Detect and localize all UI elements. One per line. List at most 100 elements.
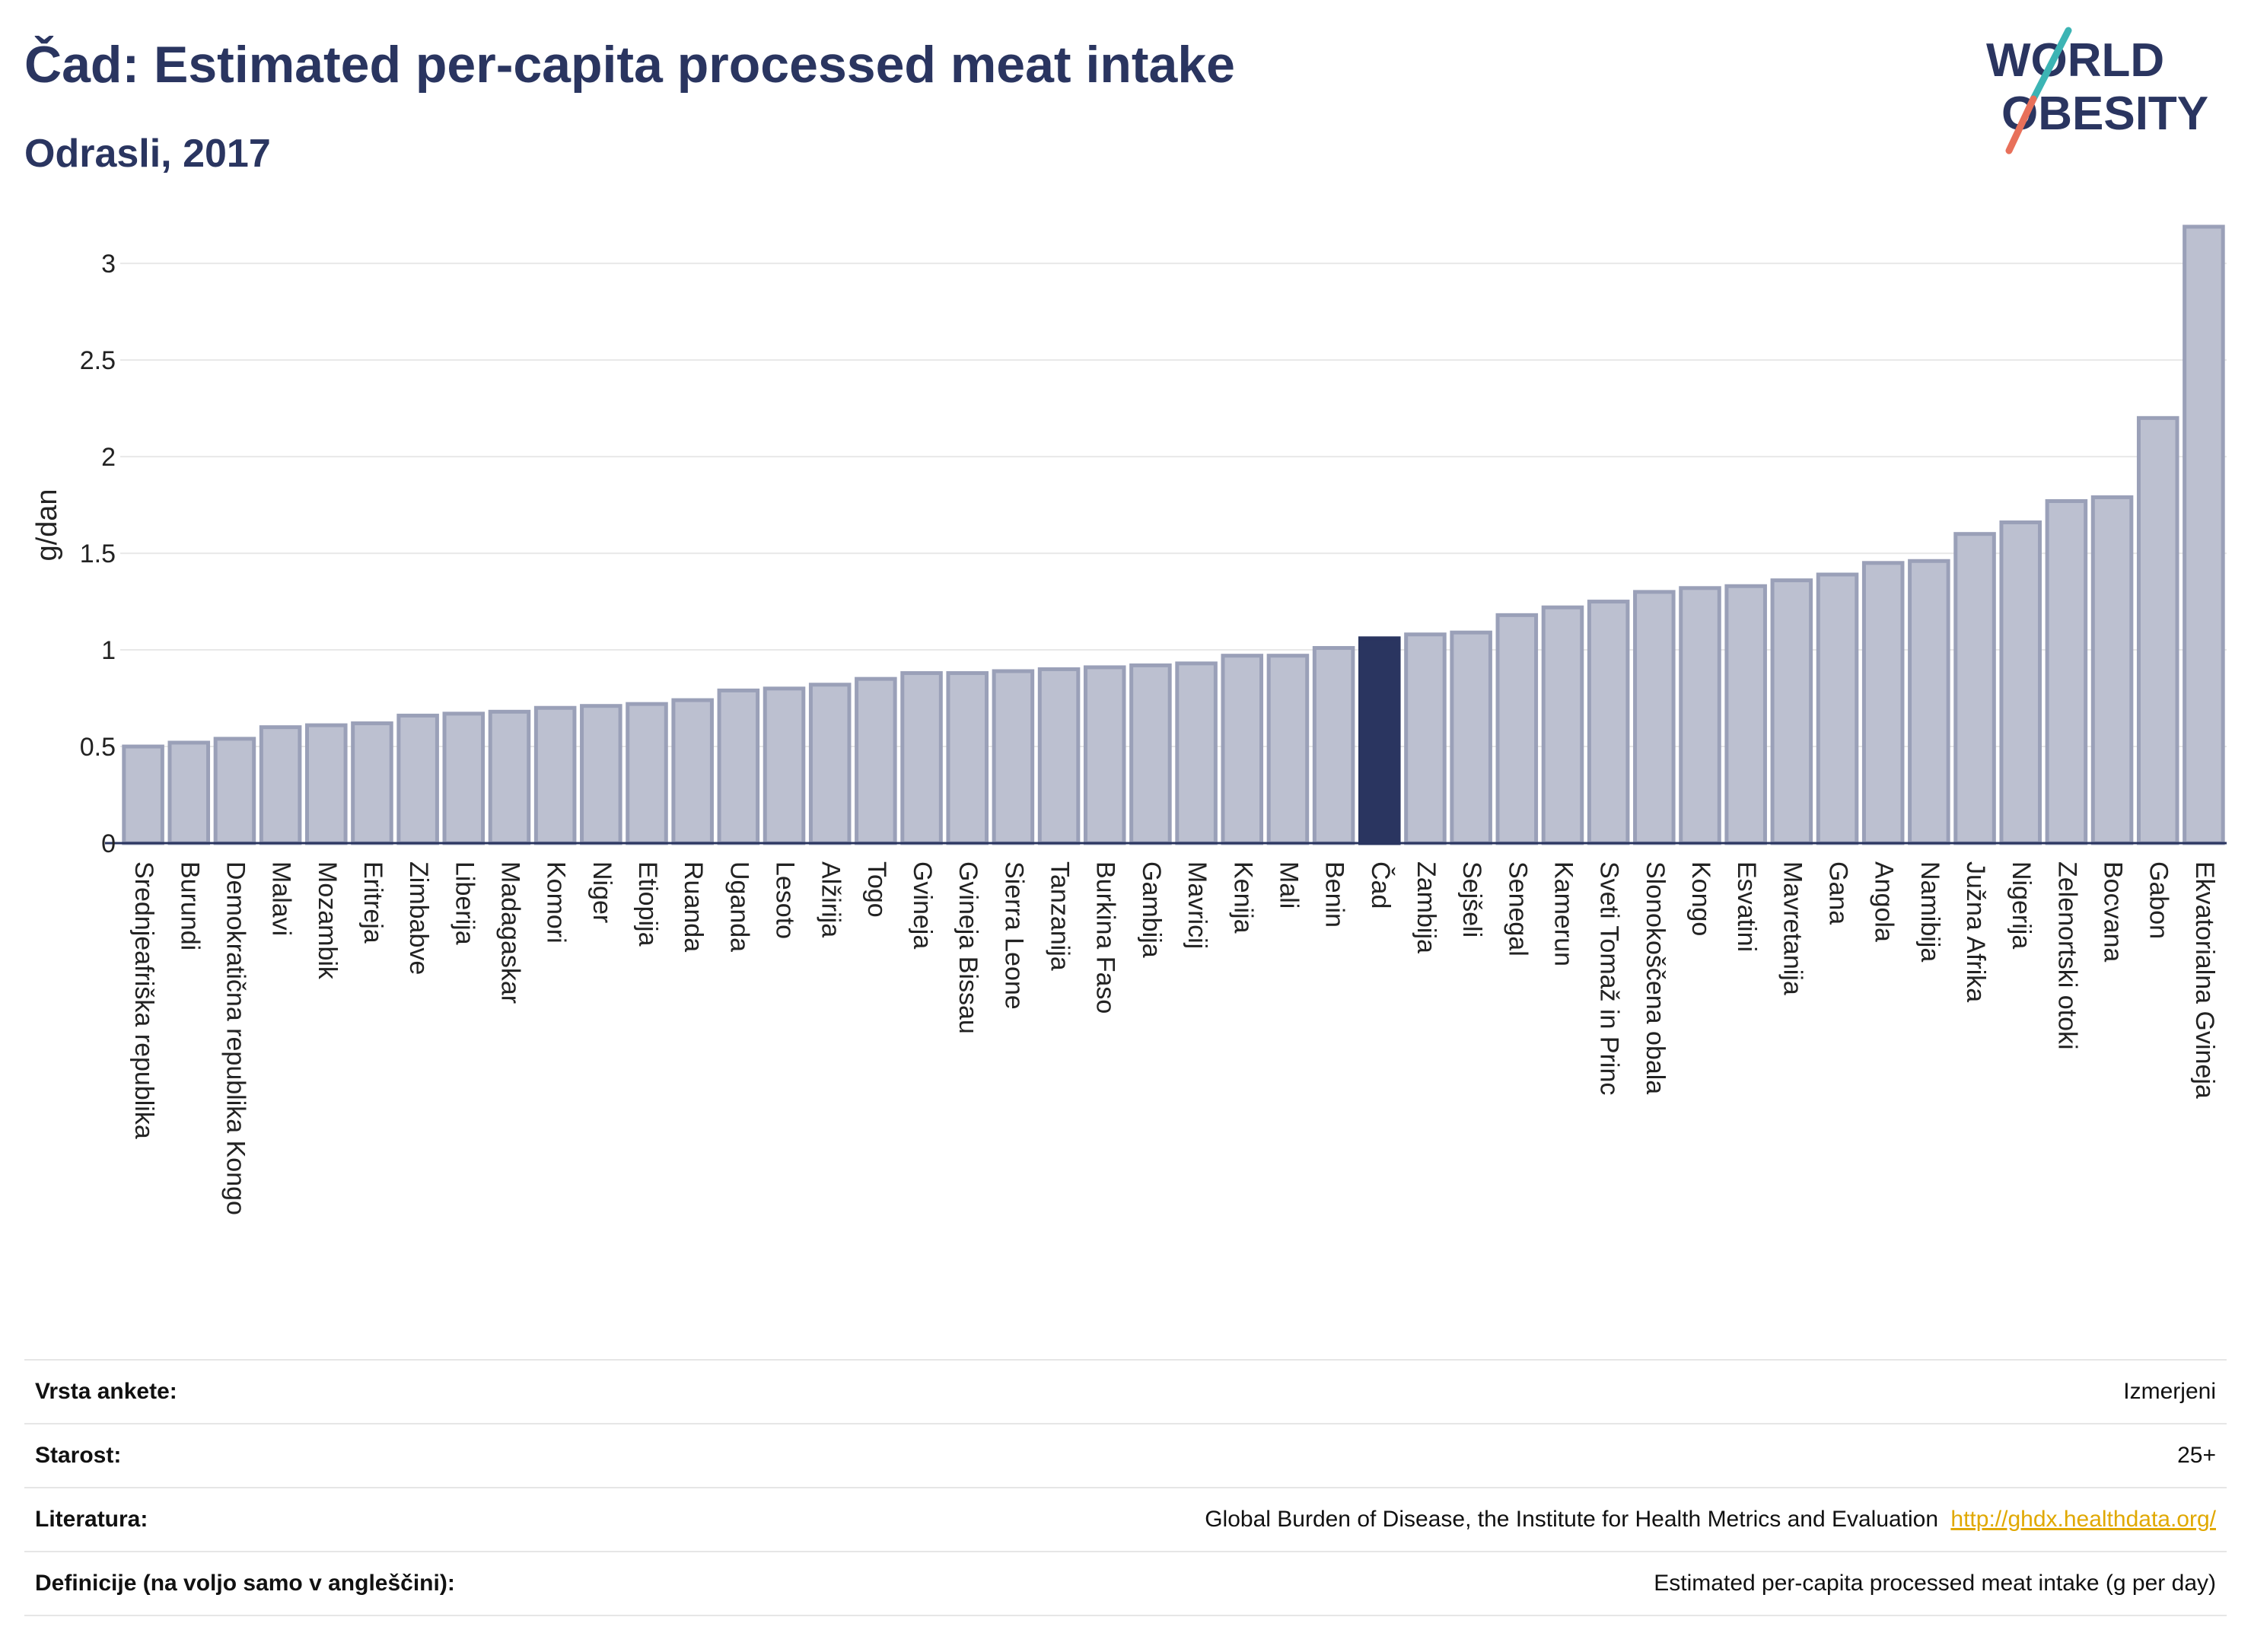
logo-slash-teal	[2030, 27, 2072, 103]
bar	[259, 725, 302, 845]
definition-label: Definicije (na voljo samo v angleščini):	[35, 1571, 455, 1596]
x-tick-label: Mali	[1274, 861, 1303, 909]
meta-row-reference: Literatura: Global Burden of Disease, th…	[24, 1487, 2227, 1551]
x-tick-label: Niger	[587, 861, 616, 923]
x-tick-label: Južna Afrika	[1961, 861, 1990, 1002]
bar	[488, 709, 531, 845]
x-tick-label: Burundi	[175, 861, 204, 950]
age-value: 25+	[2177, 1443, 2216, 1468]
bar	[1908, 559, 1950, 845]
meta-row-age: Starost: 25+	[24, 1423, 2227, 1487]
x-tick-label: Mavretanija	[1778, 861, 1807, 995]
labels-layer: 0 0.5 1 1.5 2 2.5 3 Srednjeafriška republika Bur…	[80, 250, 2219, 1215]
x-tick-label: Bocvana	[2099, 861, 2128, 962]
bar	[1861, 561, 1905, 845]
bar	[1953, 532, 1996, 845]
x-tick-label: Eritreja	[358, 861, 387, 944]
bar	[808, 683, 852, 845]
x-tick-label: Etiopija	[633, 861, 662, 947]
bar	[671, 698, 714, 845]
x-tick-label: Zambija	[1412, 861, 1441, 953]
bar	[213, 737, 256, 845]
bar	[122, 744, 164, 845]
x-tick-label: Tanzanija	[1046, 861, 1075, 971]
x-tick-label: Alžirija	[817, 861, 845, 937]
bar	[855, 676, 897, 845]
bar	[2136, 415, 2179, 845]
bar	[1266, 654, 1310, 845]
bar-chart: 0 0.5 1 1.5 2 2.5 3 Srednjeafriška republika Bur…	[31, 224, 2227, 1215]
x-tick-label: Togo	[862, 861, 891, 918]
x-tick-label: Benin	[1320, 861, 1349, 928]
bar	[2090, 495, 2134, 845]
x-tick-label: Gana	[1824, 861, 1853, 925]
x-tick-label: Liberija	[450, 861, 479, 945]
x-tick-label: Malavi	[267, 861, 296, 936]
meta-row-survey: Vrsta ankete: Izmerjeni	[24, 1359, 2227, 1423]
y-tick-label: 0	[101, 829, 116, 858]
definition-value: Estimated per-capita processed meat inta…	[1654, 1571, 2216, 1596]
meta-row-definition: Definicije (na voljo samo v angleščini):…	[24, 1551, 2227, 1616]
y-tick-label: 3	[101, 250, 116, 279]
x-tick-label: Kenija	[1228, 861, 1257, 934]
bar	[396, 713, 439, 845]
bars-layer	[122, 224, 2225, 845]
x-tick-label: Sierra Leone	[999, 861, 1028, 1010]
x-tick-label: Kongo	[1686, 861, 1715, 936]
bar	[167, 740, 211, 845]
x-tick-label: Gabon	[2144, 861, 2173, 939]
y-axis-title: g/dan	[31, 489, 63, 561]
bar	[1175, 661, 1218, 845]
x-tick-label: Slonokoščena obala	[1641, 861, 1670, 1094]
x-tick-label: Ruanda	[679, 861, 708, 952]
x-tick-label: Esvatini	[1732, 861, 1761, 952]
bar	[1404, 632, 1447, 845]
bar	[1816, 572, 1859, 845]
bar	[1587, 600, 1630, 845]
survey-value: Izmerjeni	[2123, 1379, 2216, 1404]
age-label: Starost:	[35, 1443, 122, 1468]
x-tick-label: Madagaskar	[495, 861, 524, 1004]
bar	[1495, 613, 1539, 845]
y-tick-label: 0.5	[80, 733, 116, 762]
bar	[1724, 584, 1767, 845]
y-tick-label: 2	[101, 443, 116, 472]
bar	[351, 721, 393, 845]
x-tick-label: Srednjeafriška republika	[129, 861, 158, 1139]
x-tick-label: Zimbabve	[404, 861, 433, 975]
bar	[533, 705, 577, 845]
y-tick-label: 2.5	[80, 346, 116, 375]
bar	[1312, 646, 1355, 845]
bar	[717, 688, 760, 845]
bar	[1770, 578, 1813, 845]
x-tick-label: Gvineja Bissau	[954, 861, 982, 1034]
reference-text: Global Burden of Disease, the Institute …	[1205, 1507, 1939, 1532]
reference-link[interactable]: http://ghdx.healthdata.org/	[1950, 1507, 2216, 1532]
x-tick-label: Komori	[542, 861, 571, 944]
metadata-table: Vrsta ankete: Izmerjeni Starost: 25+ Lit…	[24, 1359, 2227, 1616]
bar	[1037, 667, 1081, 845]
page-title: Čad: Estimated per-capita processed meat…	[24, 36, 1235, 94]
x-tick-label: Lesoto	[771, 861, 800, 939]
reference-value: Global Burden of Disease, the Institute …	[1205, 1507, 2227, 1533]
x-tick-label: Ekvatorialna Gvineja	[2190, 861, 2219, 1099]
x-tick-label: Burkina Faso	[1091, 861, 1120, 1014]
bar	[1633, 590, 1676, 845]
bar	[946, 671, 989, 845]
x-tick-label: Sejšeli	[1457, 861, 1486, 937]
x-tick-label: Gvineja	[908, 861, 937, 949]
bar	[2045, 499, 2088, 845]
bar	[1679, 586, 1721, 845]
bar	[1541, 605, 1584, 845]
bar	[1129, 663, 1172, 845]
bar-highlight	[1358, 636, 1401, 845]
x-tick-label: Zelenortski otoki	[2052, 861, 2081, 1050]
logo-slash-coral	[2005, 95, 2037, 154]
reference-label: Literatura:	[35, 1507, 148, 1532]
world-obesity-logo: WORLD OBESITY	[1986, 27, 2208, 154]
bar	[305, 723, 348, 845]
bar	[900, 671, 943, 845]
x-tick-label: Nigerija	[2007, 861, 2036, 949]
bar	[442, 711, 486, 845]
bar	[1083, 665, 1126, 845]
